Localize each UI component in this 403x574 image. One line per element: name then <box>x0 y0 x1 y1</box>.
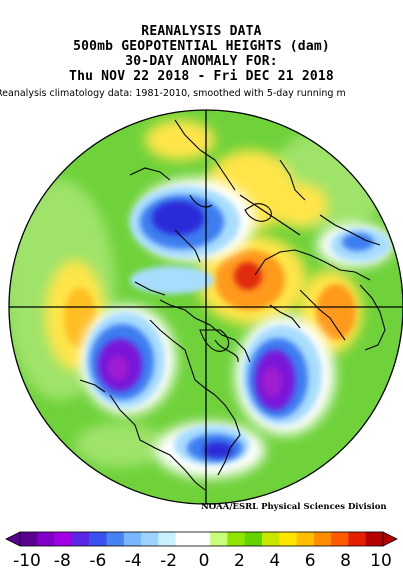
colorbar-tick-label: 8 <box>340 551 352 571</box>
title-line-3: 30-DAY ANOMALY FOR: <box>125 54 278 69</box>
colorbar-swatch <box>106 532 125 546</box>
colorbar-tick-label: -6 <box>89 551 107 571</box>
colorbar-tick-label: 6 <box>304 551 316 571</box>
colorbar-swatch <box>20 532 38 546</box>
anomaly-field <box>9 110 403 504</box>
credit-text: NOAA/ESRL Physical Sciences Division <box>201 502 387 512</box>
colorbar-tick-label: -10 <box>13 551 41 571</box>
colorbar-swatch <box>331 532 349 546</box>
colorbar-right-arrow <box>382 531 398 547</box>
colorbar-left-arrow <box>5 531 21 547</box>
colorbar-swatch <box>37 532 55 546</box>
climatology-subtitle: Reanalysis climatology data: 1981-2010, … <box>0 88 346 99</box>
colorbar-swatch <box>175 532 194 546</box>
colorbar-tick-label: 10 <box>370 551 392 571</box>
colorbar-swatch <box>158 532 176 546</box>
colorbar-tick-label: 4 <box>269 551 281 571</box>
title-line-4: Thu NOV 22 2018 - Fri DEC 21 2018 <box>69 69 334 84</box>
colorbar-swatch <box>244 532 263 546</box>
colorbar-tick-label: -4 <box>124 551 142 571</box>
colorbar-swatch <box>348 532 367 546</box>
colorbar-swatch <box>210 532 228 546</box>
colorbar-swatch <box>71 532 90 546</box>
colorbar-swatch <box>262 532 280 546</box>
colorbar-swatch <box>54 532 73 546</box>
colorbar <box>5 531 398 547</box>
colorbar-swatch <box>296 532 315 546</box>
title-line-2: 500mb GEOPOTENTIAL HEIGHTS (dam) <box>73 39 330 54</box>
colorbar-tick-label: 0 <box>198 551 210 571</box>
colorbar-border <box>19 531 384 547</box>
colorbar-swatch <box>279 532 297 546</box>
colorbar-tick-label: -8 <box>53 551 71 571</box>
title-line-1: REANALYSIS DATA <box>141 24 262 39</box>
colorbar-swatch <box>89 532 107 546</box>
colorbar-tick-label: -2 <box>160 551 178 571</box>
colorbar-swatch <box>123 532 142 546</box>
colorbar-swatch <box>141 532 159 546</box>
colorbar-swatch <box>192 532 211 546</box>
colorbar-swatch <box>313 532 332 546</box>
colorbar-swatch <box>227 532 246 546</box>
colorbar-swatch <box>365 532 384 546</box>
colorbar-tick-label: 2 <box>233 551 245 571</box>
